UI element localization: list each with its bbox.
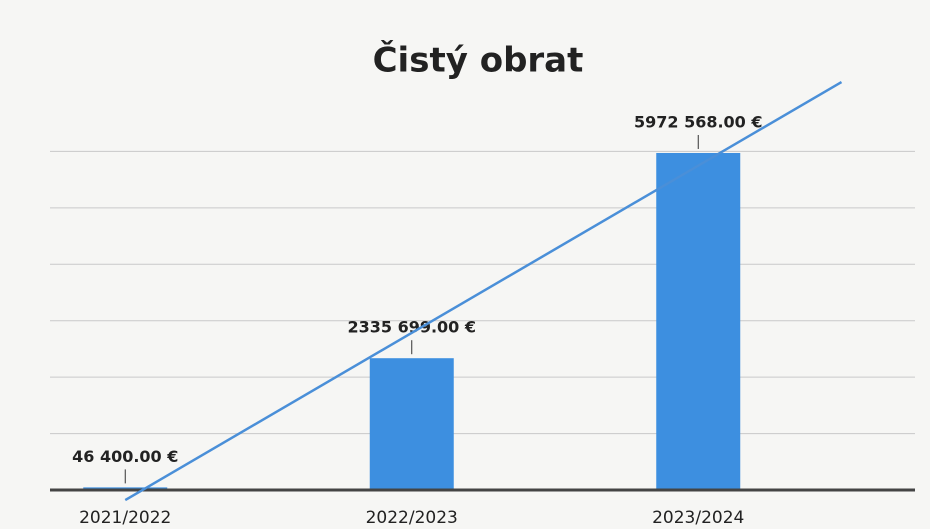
x-tick-label: 2022/2023 <box>366 508 458 528</box>
bar <box>656 152 741 491</box>
x-tick-label: 2023/2024 <box>652 508 744 528</box>
data-label: 2335 699.00 € <box>347 318 476 337</box>
bar <box>369 358 454 490</box>
data-label: 5972 568.00 € <box>634 112 763 131</box>
trendline <box>124 80 843 502</box>
chart-title: Čistý obrat <box>373 40 584 81</box>
data-label: 46 400.00 € <box>72 447 178 466</box>
x-tick-label: 2021/2022 <box>79 508 171 528</box>
